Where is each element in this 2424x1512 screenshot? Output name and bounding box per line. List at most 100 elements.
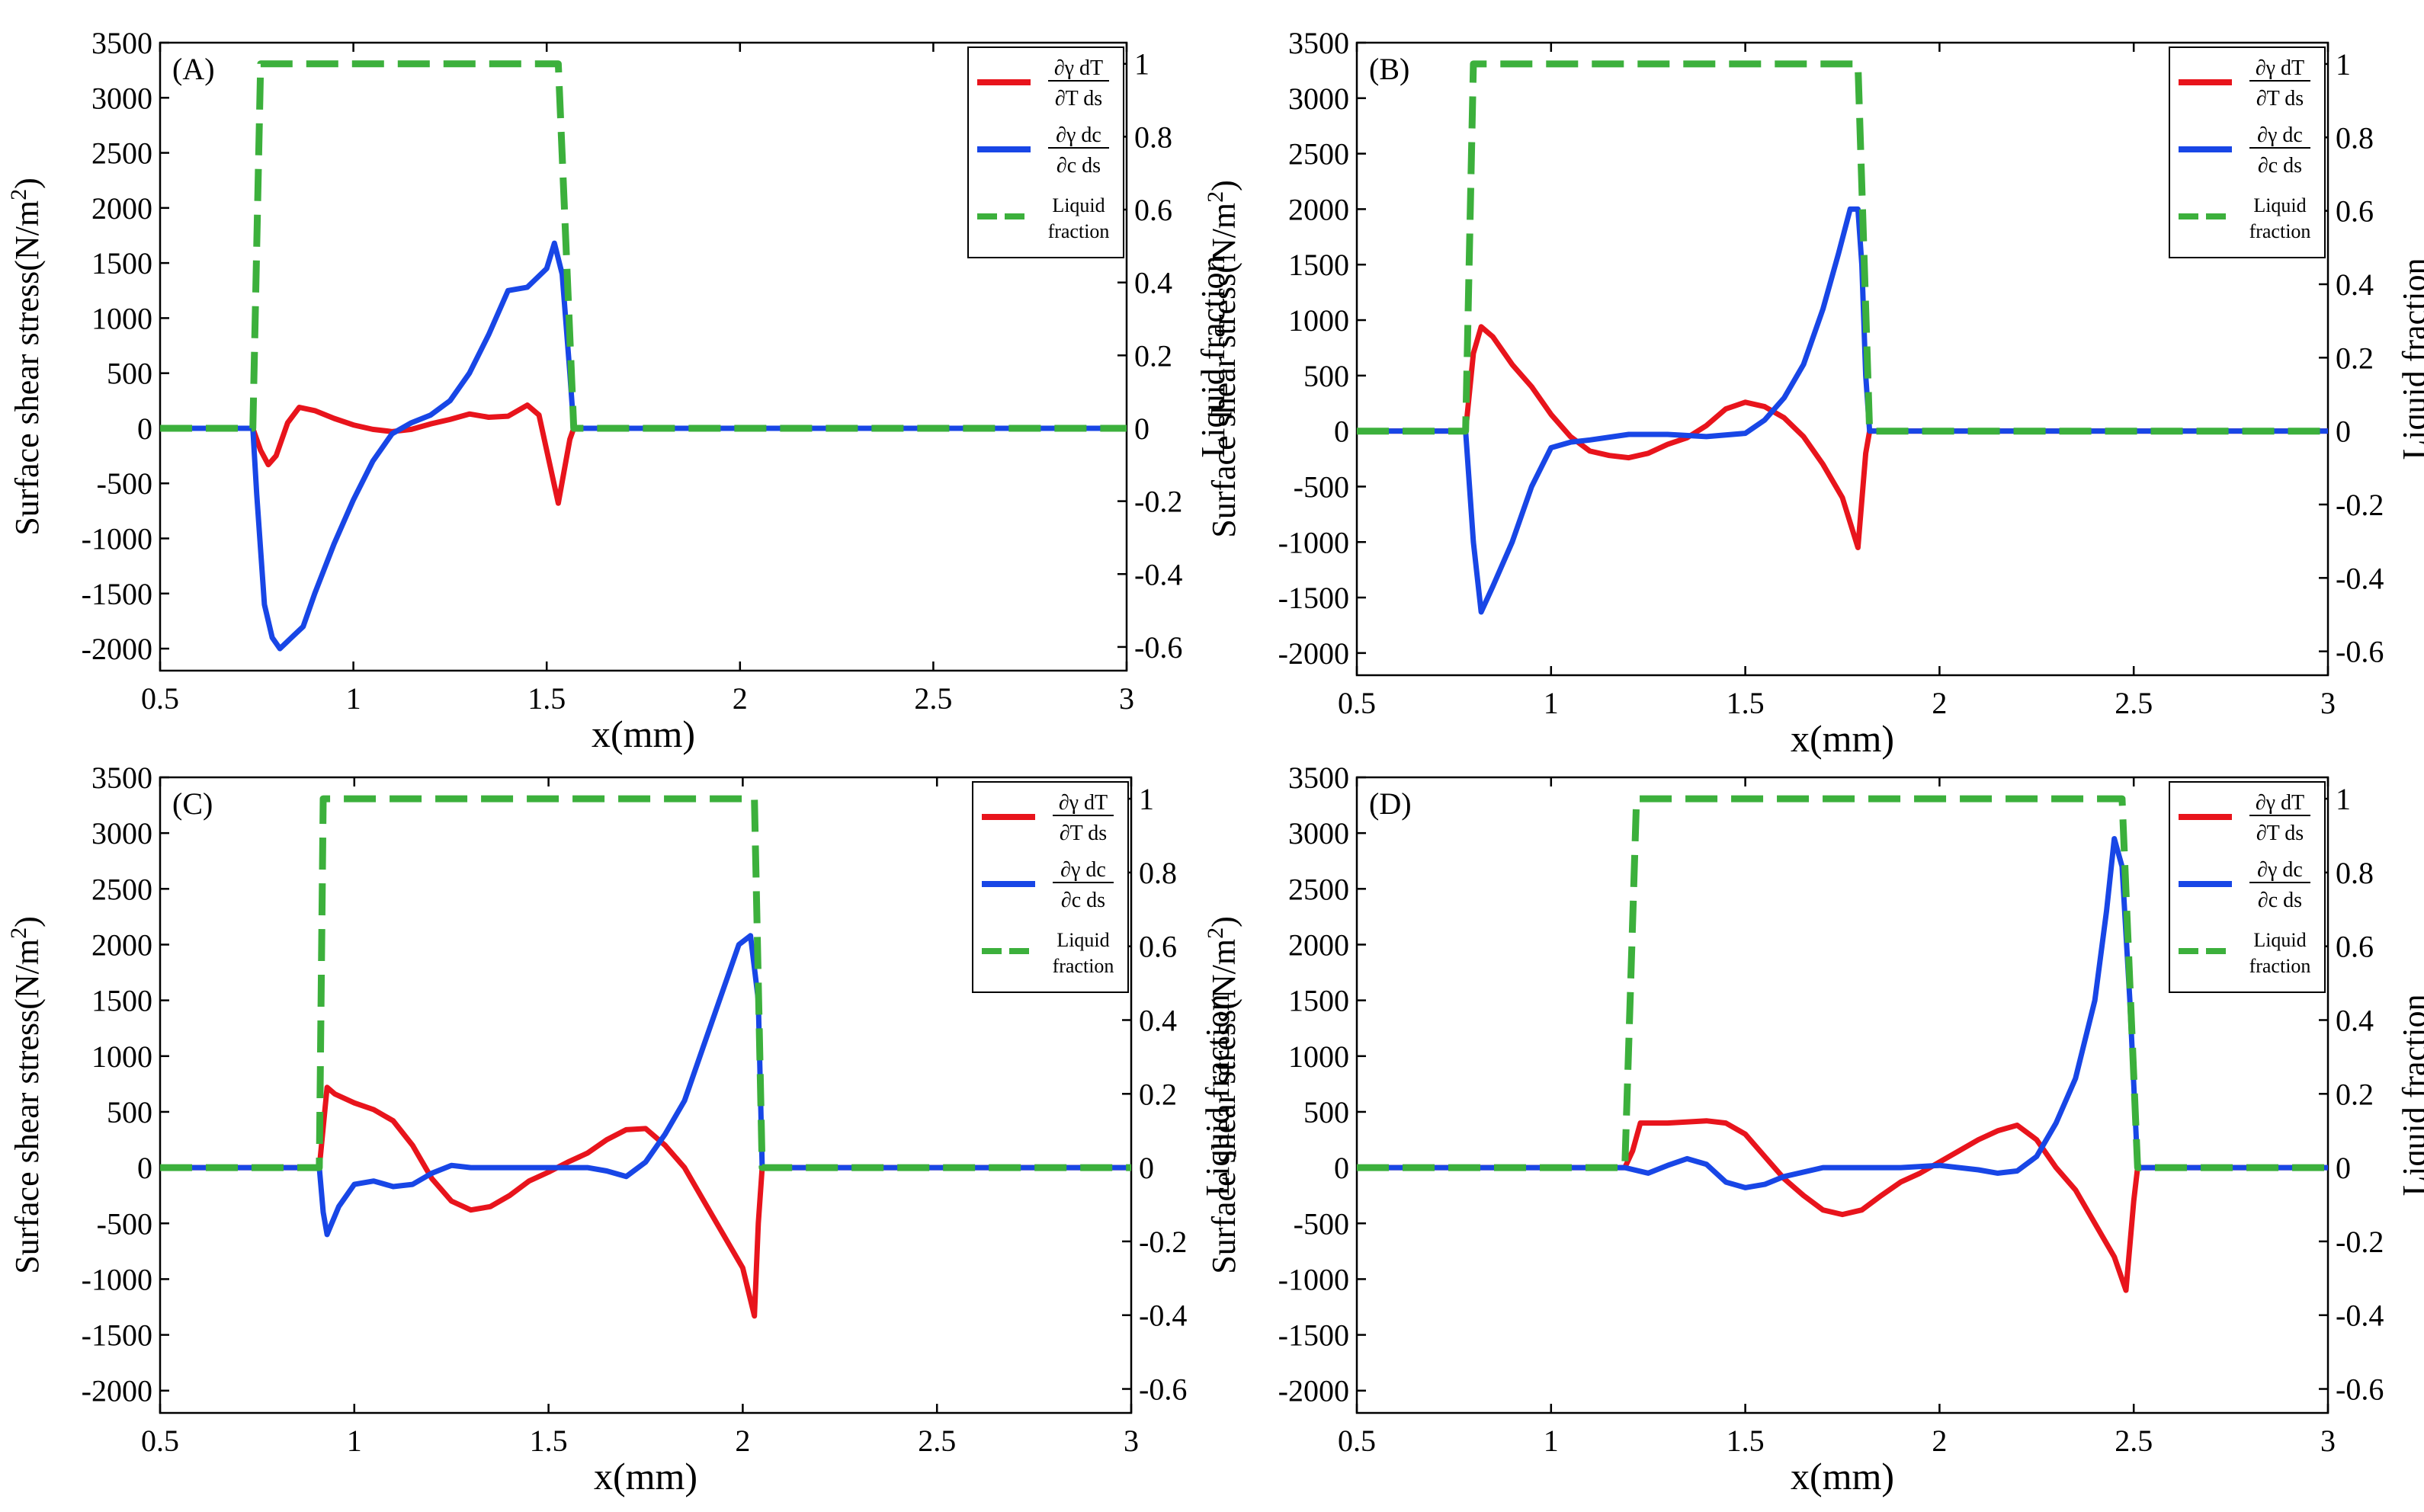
y-tick-label-right: 0.4 xyxy=(1139,1003,1177,1037)
y-tick-label-right: 0.8 xyxy=(2336,856,2374,890)
y-tick-label-left: 500 xyxy=(1303,359,1349,393)
x-tick-label: 1 xyxy=(1544,1424,1559,1458)
y-tick-label-left: 1000 xyxy=(91,1040,152,1074)
y-tick-label-right: 0 xyxy=(2336,415,2351,449)
legend-label-num-1: ∂γ dc xyxy=(2257,123,2303,147)
y-tick-label-right: 0 xyxy=(1134,412,1149,446)
y-tick-label-left: 2000 xyxy=(1288,927,1349,962)
series-solutal-stress xyxy=(160,933,1131,1238)
series-group xyxy=(160,60,1127,652)
y-tick-label-right: -0.6 xyxy=(2336,635,2384,669)
y-tick-label-left: 1500 xyxy=(1288,984,1349,1018)
y-tick-label-right: 1 xyxy=(1139,782,1154,816)
legend: ∂γ dT ∂T ds ∂γ dc ∂c ds Liquid fraction xyxy=(967,46,1124,258)
x-tick-label: 1.5 xyxy=(527,681,566,716)
legend: ∂γ dT ∂T ds ∂γ dc ∂c ds Liquid fraction xyxy=(2169,781,2326,993)
y-tick-label-right: -0.2 xyxy=(2336,488,2384,522)
y-tick-label-right: 0.6 xyxy=(1139,930,1177,964)
y-tick-label-left: 500 xyxy=(1303,1095,1349,1129)
legend-label-den-0: ∂T ds xyxy=(1060,822,1107,845)
legend-label-num-0: ∂γ dT xyxy=(2256,56,2304,80)
x-tick-label: 0.5 xyxy=(141,1424,179,1458)
panel-label: (D) xyxy=(1369,786,1412,821)
y-tick-label-left: -1500 xyxy=(82,1318,152,1353)
y-tick-label-left: -2000 xyxy=(82,1374,152,1408)
legend-label-den-0: ∂T ds xyxy=(1055,87,1102,111)
x-tick-label: 3 xyxy=(2320,1424,2336,1458)
legend-label-den-1: ∂c ds xyxy=(1056,154,1101,178)
y-axis-label-left-text: Surface shear stress(N/m xyxy=(1205,203,1242,538)
x-tick-label: 1 xyxy=(1544,686,1559,720)
x-axis-label: x(mm) xyxy=(1791,717,1894,760)
y-tick-label-left: 2000 xyxy=(91,191,152,226)
y-tick-label-left: 2500 xyxy=(1288,872,1349,906)
y-tick-label-left: -500 xyxy=(97,466,152,501)
legend-label-den-1: ∂c ds xyxy=(1061,889,1105,912)
y-tick-label-left: 1500 xyxy=(91,984,152,1018)
x-tick-label: 2 xyxy=(1932,1424,1947,1458)
y-tick-label-right: 0.8 xyxy=(1139,856,1177,890)
x-axis-label: x(mm) xyxy=(592,713,695,755)
y-tick-label-right: 0 xyxy=(2336,1151,2351,1185)
y-tick-label-left: -1000 xyxy=(1278,525,1349,559)
y-tick-label-right: -0.4 xyxy=(1139,1299,1187,1333)
x-axis-label: x(mm) xyxy=(594,1455,697,1498)
y-tick-label-right: -0.4 xyxy=(2336,1299,2384,1333)
y-tick-label-right: 0.2 xyxy=(2336,1077,2374,1111)
x-tick-label: 1 xyxy=(347,1424,362,1458)
x-tick-label: 2.5 xyxy=(2115,686,2153,720)
series-thermal-stress xyxy=(160,1084,1131,1319)
y-tick-label-right: 0 xyxy=(1139,1151,1154,1185)
y-tick-label-right: 0.4 xyxy=(1134,266,1172,300)
x-tick-label: 1.5 xyxy=(1727,1424,1765,1458)
y-tick-label-left: -1000 xyxy=(1278,1262,1349,1296)
panel-label: (C) xyxy=(172,786,213,821)
y-axis-label-right: Liquid fraction xyxy=(1199,994,1236,1196)
x-tick-label: 2 xyxy=(735,1424,750,1458)
y-tick-label-left: 1000 xyxy=(1288,303,1349,338)
x-tick-label: 1 xyxy=(346,681,361,716)
y-tick-label-left: 0 xyxy=(1334,415,1349,449)
panel-label: (A) xyxy=(172,52,215,86)
y-axis-label-right: Liquid fraction xyxy=(2396,258,2424,460)
y-tick-label-right: 0.6 xyxy=(2336,194,2374,229)
y-tick-label-left: 2500 xyxy=(91,136,152,171)
x-tick-label: 2 xyxy=(733,681,748,716)
x-tick-label: 0.5 xyxy=(1338,686,1376,720)
y-axis-label-left: Surface shear stress(N/m2) xyxy=(1203,916,1242,1274)
y-tick-label-left: 1500 xyxy=(91,246,152,280)
x-tick-label: 0.5 xyxy=(141,681,179,716)
series-solutal-stress xyxy=(160,240,1127,652)
y-axis-label-left-close: ) xyxy=(1205,180,1242,191)
y-tick-label-right: 1 xyxy=(2336,782,2351,816)
y-axis-label-left: Surface shear stress(N/m2) xyxy=(6,916,46,1274)
series-liquid-fraction xyxy=(160,795,1131,1171)
y-tick-label-left: 3500 xyxy=(1288,26,1349,60)
series-group xyxy=(1357,795,2328,1293)
legend-label-line2-2: fraction xyxy=(1053,955,1114,977)
y-tick-label-left: 2000 xyxy=(91,927,152,962)
plot-frame xyxy=(159,776,1133,1414)
x-tick-label: 3 xyxy=(2320,686,2336,720)
y-axis-label-left: Surface shear stress(N/m2) xyxy=(1203,180,1242,538)
y-tick-label-left: -2000 xyxy=(82,632,152,666)
y-tick-label-left: 3000 xyxy=(1288,82,1349,116)
series-group xyxy=(1357,60,2328,615)
y-tick-label-left: -500 xyxy=(1294,469,1349,504)
legend-label-line1-2: Liquid xyxy=(2253,929,2306,951)
y-tick-label-left: 3500 xyxy=(91,761,152,795)
y-tick-label-left: 3000 xyxy=(1288,816,1349,850)
y-tick-label-left: 2500 xyxy=(1288,137,1349,171)
y-axis-label-left-text: Surface shear stress(N/m xyxy=(8,939,46,1274)
y-tick-label-left: -1500 xyxy=(82,577,152,611)
y-axis-label-left-close: ) xyxy=(8,178,46,189)
series-liquid-fraction xyxy=(1357,795,2328,1171)
y-axis-label-left-sup: 2 xyxy=(1203,927,1228,939)
y-tick-label-left: -500 xyxy=(97,1206,152,1241)
y-tick-label-left: 3000 xyxy=(91,81,152,115)
y-axis-label-right: Liquid fraction xyxy=(2396,994,2424,1196)
legend: ∂γ dT ∂T ds ∂γ dc ∂c ds Liquid fraction xyxy=(972,781,1129,993)
y-tick-label-right: 0.2 xyxy=(2336,341,2374,375)
y-tick-label-left: 500 xyxy=(107,357,152,391)
y-tick-label-left: -1500 xyxy=(1278,1318,1349,1353)
